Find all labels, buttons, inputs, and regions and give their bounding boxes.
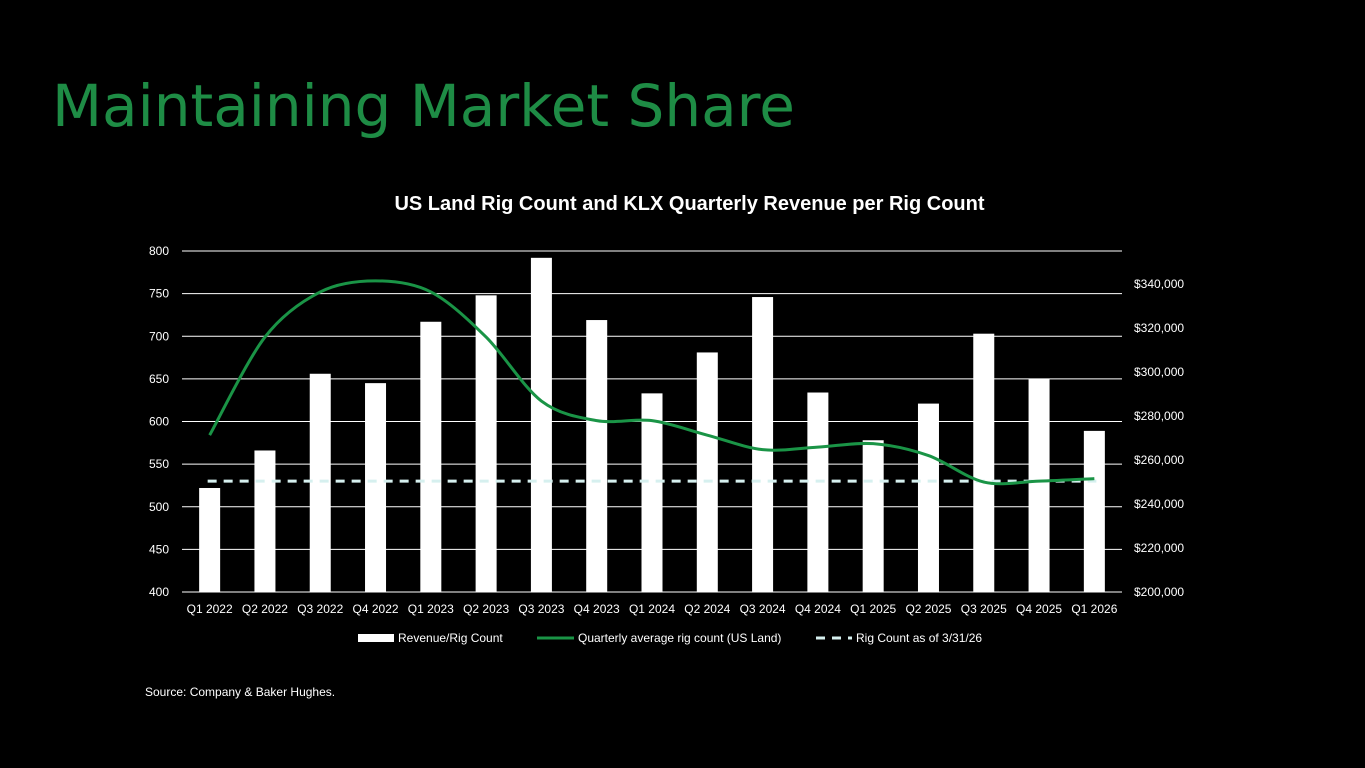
x-axis-tick-label: Q2 2023 bbox=[463, 602, 509, 616]
chart-legend: Revenue/Rig Count Quarterly average rig c… bbox=[358, 631, 982, 645]
rig-count-line bbox=[208, 279, 1095, 486]
revenue-bar bbox=[641, 393, 663, 592]
revenue-bar bbox=[752, 297, 774, 592]
revenue-bar bbox=[1028, 378, 1050, 592]
left-axis-tick-label: 550 bbox=[149, 457, 169, 471]
left-axis-tick-label: 650 bbox=[149, 372, 169, 386]
x-axis-tick-label: Q4 2023 bbox=[574, 602, 620, 616]
x-axis-tick-label: Q1 2024 bbox=[629, 602, 675, 616]
legend-swatch-bars bbox=[358, 634, 394, 642]
revenue-bar bbox=[199, 487, 221, 592]
left-axis-tick-label: 750 bbox=[149, 287, 169, 301]
revenue-bar bbox=[420, 321, 442, 592]
rig-count-line-path bbox=[208, 279, 1095, 486]
x-axis-tick-label: Q3 2025 bbox=[961, 602, 1007, 616]
right-axis-tick-label: $200,000 bbox=[1134, 585, 1184, 599]
revenue-bar bbox=[862, 440, 884, 592]
x-axis-tick-label: Q4 2022 bbox=[353, 602, 399, 616]
legend-label-dashed: Rig Count as of 3/31/26 bbox=[856, 631, 982, 645]
x-axis-tick-label: Q1 2026 bbox=[1071, 602, 1117, 616]
revenue-bar bbox=[309, 373, 331, 592]
left-axis-tick-label: 400 bbox=[149, 585, 169, 599]
right-axis-ticks: $200,000 $220,000 $240,000 $260,000 $280,000… bbox=[1134, 277, 1184, 599]
right-axis-tick-label: $240,000 bbox=[1134, 497, 1184, 511]
left-axis-tick-label: 800 bbox=[149, 244, 169, 258]
x-axis-tick-label: Q1 2025 bbox=[850, 602, 896, 616]
right-axis-tick-label: $300,000 bbox=[1134, 365, 1184, 379]
x-axis-tick-label: Q1 2023 bbox=[408, 602, 454, 616]
x-axis-tick-label: Q3 2023 bbox=[518, 602, 564, 616]
legend-label-bars: Revenue/Rig Count bbox=[398, 631, 503, 645]
legend-label-line: Quarterly average rig count (US Land) bbox=[578, 631, 781, 645]
chart-title: US Land Rig Count and KLX Quarterly Reve… bbox=[394, 193, 985, 215]
x-axis-tick-label: Q3 2024 bbox=[740, 602, 786, 616]
revenue-bar bbox=[696, 352, 718, 592]
page-title: Maintaining Market Share bbox=[52, 72, 795, 140]
right-axis-tick-label: $280,000 bbox=[1134, 409, 1184, 423]
right-axis-tick-label: $260,000 bbox=[1134, 453, 1184, 467]
left-axis-tick-label: 450 bbox=[149, 542, 169, 556]
revenue-bar bbox=[917, 403, 939, 592]
revenue-bar bbox=[807, 392, 829, 592]
source-note: Source: Company & Baker Hughes. bbox=[145, 685, 336, 699]
left-axis-tick-label: 700 bbox=[149, 329, 169, 343]
x-axis-tick-label: Q4 2024 bbox=[795, 602, 841, 616]
revenue-bar bbox=[1083, 430, 1105, 592]
x-axis-tick-label: Q4 2025 bbox=[1016, 602, 1062, 616]
x-axis-tick-label: Q2 2025 bbox=[905, 602, 951, 616]
revenue-bar bbox=[973, 333, 995, 592]
revenue-bar bbox=[530, 257, 552, 592]
revenue-bars bbox=[199, 257, 1105, 592]
right-axis-tick-label: $340,000 bbox=[1134, 277, 1184, 291]
x-axis-tick-label: Q3 2022 bbox=[297, 602, 343, 616]
left-axis-ticks: 400 450 500 550 600 650 700 750 800 bbox=[149, 244, 169, 599]
right-axis-tick-label: $220,000 bbox=[1134, 541, 1184, 555]
left-axis-tick-label: 500 bbox=[149, 500, 169, 514]
revenue-bar bbox=[254, 450, 276, 592]
x-axis-tick-label: Q2 2022 bbox=[242, 602, 288, 616]
right-axis-tick-label: $320,000 bbox=[1134, 321, 1184, 335]
x-axis-tick-label: Q1 2022 bbox=[187, 602, 233, 616]
revenue-bar bbox=[475, 295, 497, 592]
revenue-bar bbox=[586, 320, 608, 592]
x-axis-ticks: Q1 2022 Q2 2022 Q3 2022 Q4 2022 Q1 2023 Q2 20… bbox=[187, 602, 1118, 616]
revenue-bar bbox=[365, 383, 387, 592]
left-axis-tick-label: 600 bbox=[149, 415, 169, 429]
x-axis-tick-label: Q2 2024 bbox=[684, 602, 730, 616]
